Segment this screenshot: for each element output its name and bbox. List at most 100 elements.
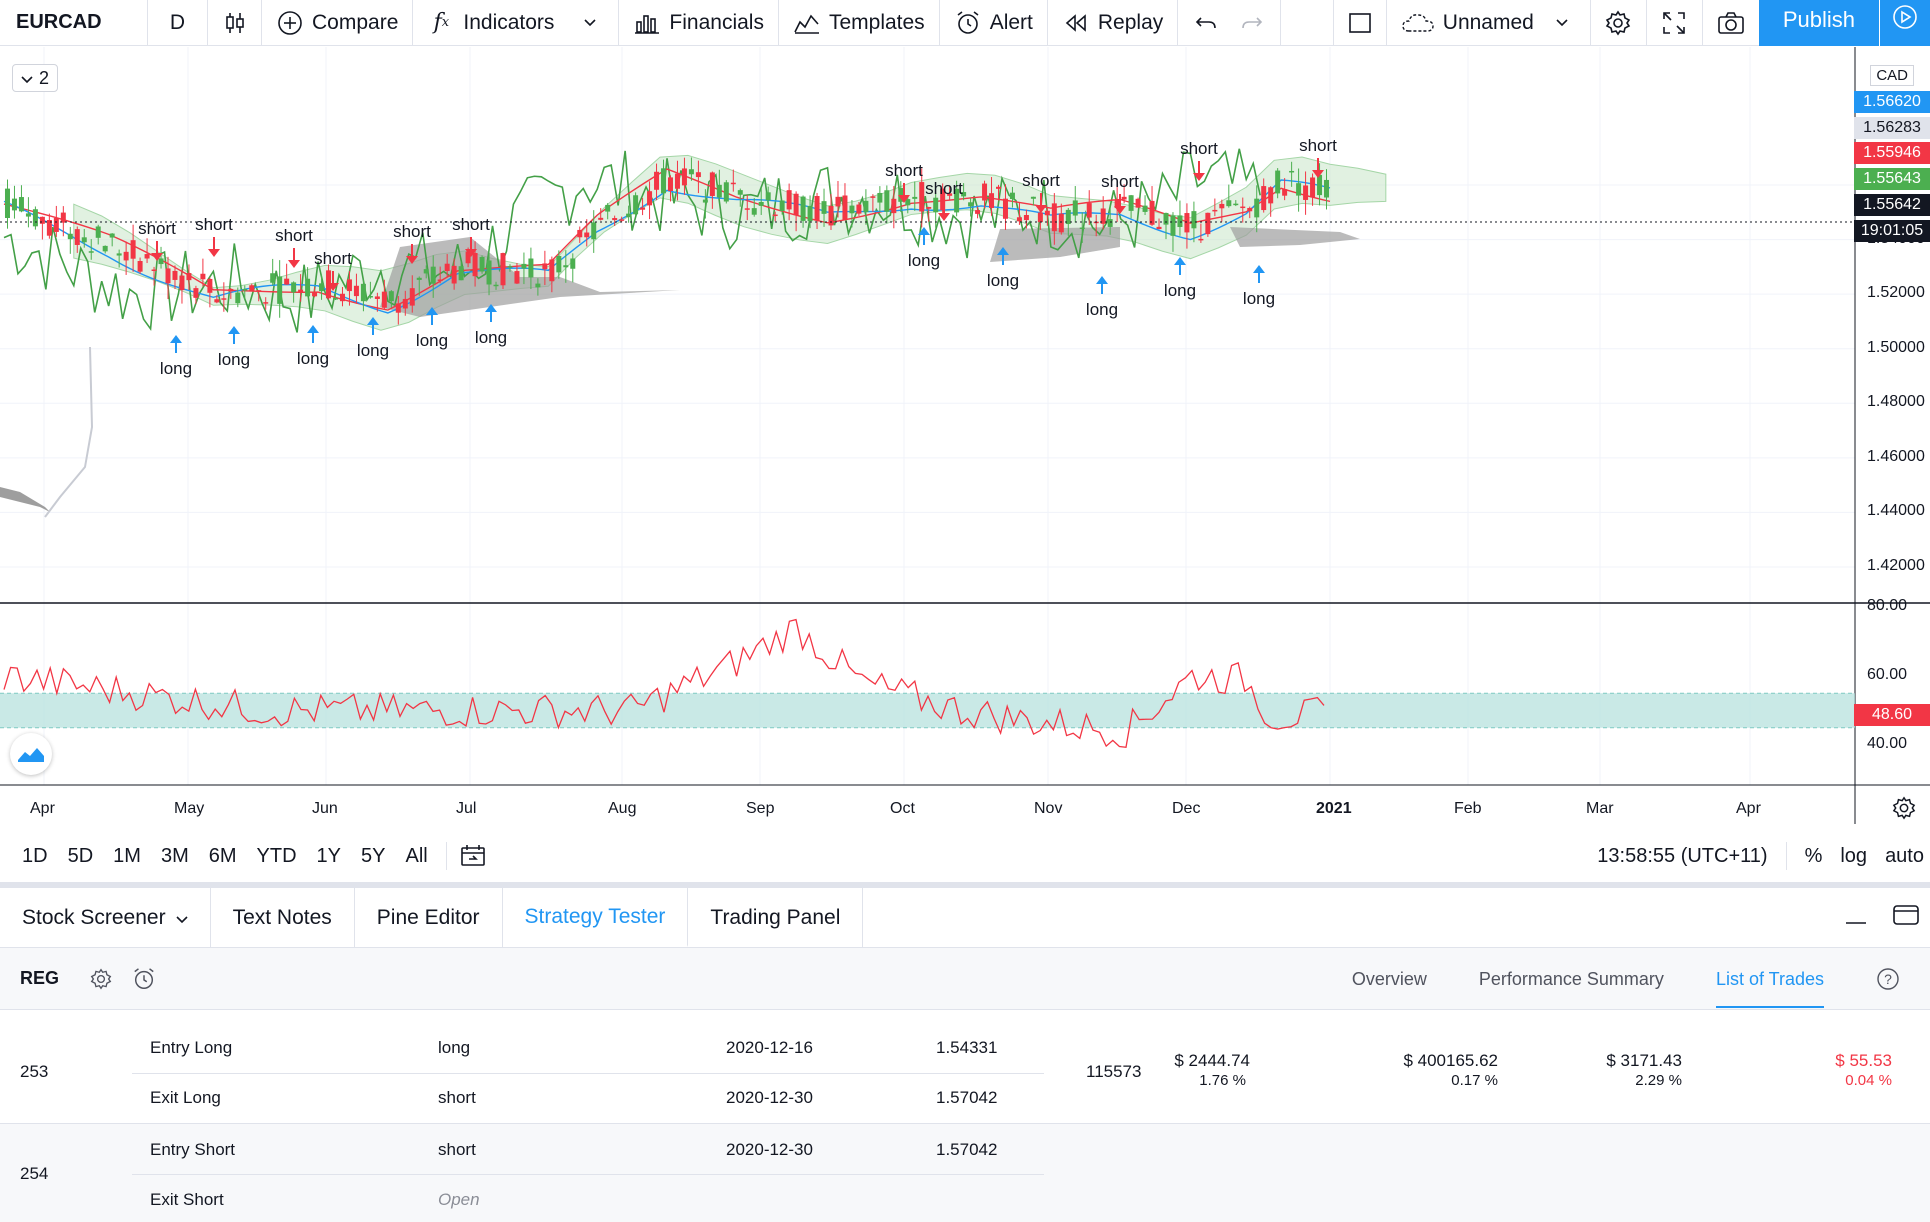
short-arrow-head: [208, 249, 220, 257]
candle-body: [39, 216, 45, 224]
tab-trading-panel[interactable]: Trading Panel: [688, 888, 864, 947]
subtab-overview[interactable]: Overview: [1351, 968, 1427, 989]
subtab-list-of-trades[interactable]: List of Trades: [1715, 951, 1824, 1008]
candle-body: [891, 198, 897, 214]
undo-icon[interactable]: [1192, 9, 1220, 37]
candle-body: [451, 265, 457, 284]
trades-table: 253 Entry Long long 2020-12-16 1.54331 E…: [0, 1024, 1930, 1222]
long-arrow-head: [1174, 257, 1186, 265]
trade-drawdown-pct: 0.04 %: [1845, 1072, 1892, 1089]
tradingview-logo[interactable]: [10, 733, 52, 775]
chart-style-button[interactable]: [208, 0, 262, 46]
fullscreen-button[interactable]: [1647, 0, 1703, 46]
candle-body: [716, 184, 722, 198]
rsi-band: [0, 693, 1855, 728]
candle-body: [570, 258, 576, 269]
publish-button[interactable]: Publish: [1758, 0, 1880, 46]
panel-resizer[interactable]: [0, 882, 1930, 888]
candle-body: [947, 193, 953, 196]
financials-button[interactable]: Financials: [619, 0, 779, 46]
alarm-clock-icon[interactable]: [132, 967, 156, 991]
candle-body: [395, 303, 401, 313]
candle-body: [849, 205, 855, 214]
interval-button[interactable]: D: [148, 0, 208, 46]
candle-body: [563, 265, 569, 268]
long-signal-label: long: [907, 251, 941, 270]
currency-label[interactable]: CAD: [1870, 65, 1914, 86]
candle-body: [674, 173, 680, 189]
candle-body: [863, 200, 869, 213]
range-right-controls: 13:58:55 (UTC+11) % log auto: [1597, 834, 1930, 878]
replay-button[interactable]: Replay: [1048, 0, 1179, 46]
range-button-all[interactable]: All: [405, 844, 428, 867]
candle-body: [1212, 209, 1218, 212]
candle-body: [339, 293, 345, 302]
redo-icon[interactable]: [1238, 9, 1266, 37]
subtab-performance-summary[interactable]: Performance Summary: [1478, 968, 1664, 989]
candle-body: [346, 279, 352, 292]
chart-area[interactable]: 2 CAD 1.540001.520001.500001.480001.4600…: [0, 47, 1930, 824]
publish-menu-button[interactable]: [1880, 0, 1930, 46]
range-button-1d[interactable]: 1D: [22, 844, 48, 867]
symbol-search-button[interactable]: EURCAD: [0, 0, 148, 46]
maximize-icon[interactable]: [1892, 903, 1920, 933]
range-button-ytd[interactable]: YTD: [256, 844, 297, 867]
range-button-5d[interactable]: 5D: [67, 844, 94, 867]
goto-date-icon[interactable]: [459, 844, 487, 868]
chevron-down-icon[interactable]: [576, 9, 604, 37]
chart-settings-icon[interactable]: [1892, 796, 1916, 825]
tab-strategy-tester[interactable]: Strategy Tester: [502, 888, 689, 947]
snapshot-button[interactable]: [1703, 0, 1759, 46]
tab-label: Strategy Tester: [524, 904, 666, 928]
templates-button[interactable]: Templates: [779, 0, 940, 46]
percent-toggle[interactable]: %: [1804, 844, 1823, 867]
tab-text-notes[interactable]: Text Notes: [211, 888, 355, 947]
legend-toggle-button[interactable]: 2: [12, 64, 58, 92]
price-label: 1.55642: [1854, 193, 1930, 216]
candle-body: [151, 269, 157, 271]
tab-stock-screener[interactable]: Stock Screener: [0, 888, 211, 947]
panel-window-controls: [1844, 888, 1920, 948]
long-arrow-head: [170, 335, 182, 343]
candle-body: [298, 289, 304, 293]
candle-body: [1303, 185, 1309, 200]
candle-body: [235, 292, 241, 304]
range-button-3m[interactable]: 3M: [160, 844, 189, 867]
table-row[interactable]: 254 Entry Short short 2020-12-30 1.57042…: [0, 1123, 1930, 1222]
tab-label: Pine Editor: [376, 905, 480, 929]
chevron-down-icon[interactable]: [176, 906, 188, 930]
clock-timezone[interactable]: 13:58:55 (UTC+11): [1597, 844, 1768, 867]
range-button-6m[interactable]: 6M: [208, 844, 237, 867]
settings-button[interactable]: [1591, 0, 1647, 46]
candle-body: [786, 190, 792, 210]
candle-body: [605, 204, 611, 212]
fullscreen-select-button[interactable]: [1332, 0, 1387, 46]
layout-button[interactable]: Unnamed: [1387, 0, 1591, 46]
price-chart-canvas[interactable]: [0, 47, 1930, 824]
minimize-icon[interactable]: [1844, 903, 1868, 933]
candle-body: [1079, 227, 1085, 229]
conversion-line: [3, 179, 1331, 314]
tab-pine-editor[interactable]: Pine Editor: [355, 888, 503, 947]
range-button-1y[interactable]: 1Y: [316, 844, 342, 867]
candle-body: [319, 283, 325, 292]
help-icon[interactable]: ?: [1876, 967, 1900, 991]
candle-body: [542, 263, 548, 270]
alert-button[interactable]: Alert: [940, 0, 1048, 46]
candle-body: [905, 199, 911, 206]
candle-body: [1163, 212, 1169, 225]
log-toggle[interactable]: log: [1840, 844, 1868, 867]
ichimoku-cloud-green: [73, 154, 1387, 331]
range-button-5y[interactable]: 5Y: [361, 844, 386, 867]
chevron-down-icon[interactable]: [1548, 9, 1576, 37]
range-button-1m[interactable]: 1M: [113, 844, 141, 867]
candle-body: [1135, 198, 1141, 208]
divider: [1785, 842, 1787, 870]
table-row[interactable]: 253 Entry Long long 2020-12-16 1.54331 E…: [0, 1024, 1930, 1123]
compare-button[interactable]: Compare: [262, 0, 414, 46]
auto-toggle[interactable]: auto: [1885, 844, 1924, 867]
ichimoku-cloud-grey: [1230, 227, 1360, 247]
gear-icon[interactable]: [90, 967, 112, 990]
